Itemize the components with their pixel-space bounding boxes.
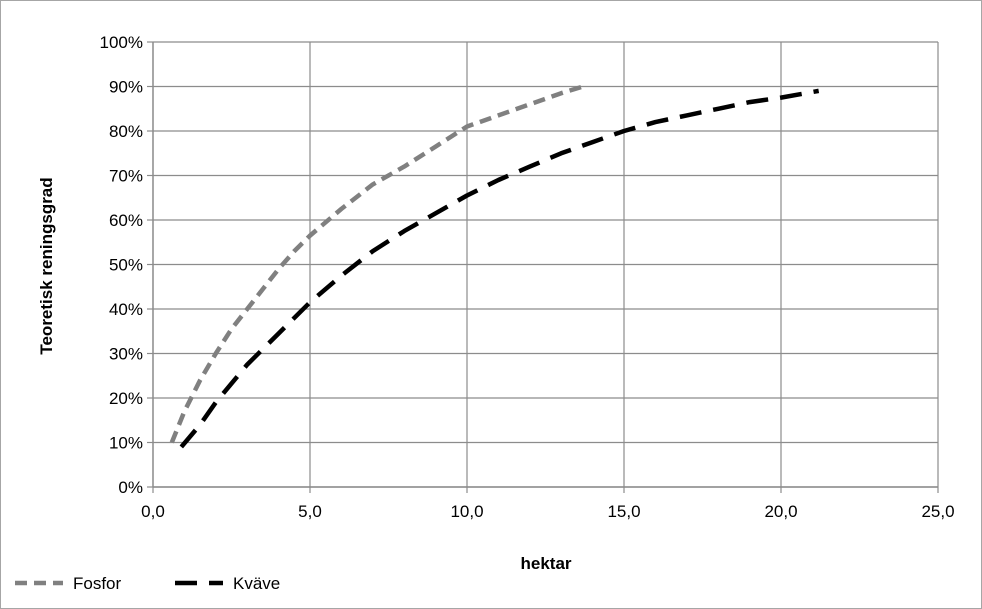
x-tick-label: 25,0: [921, 502, 954, 521]
y-tick-label: 80%: [109, 122, 143, 141]
x-tick-label: 10,0: [450, 502, 483, 521]
y-gridlines: [153, 41, 938, 488]
x-tick-label: 20,0: [764, 502, 797, 521]
y-tick-labels: 0% 10% 20% 30% 40% 50% 60% 70% 80% 90% 100%: [100, 33, 143, 497]
x-axis-title: hektar: [520, 554, 571, 573]
y-tick-label: 40%: [109, 300, 143, 319]
x-tick-labels: 0,0 5,0 10,0 15,0 20,0 25,0: [141, 502, 954, 521]
series-line-kväve: [179, 88, 820, 449]
series-layer: [169, 84, 820, 449]
x-tick-label: 15,0: [607, 502, 640, 521]
y-tick-label: 100%: [100, 33, 143, 52]
y-tick-label: 70%: [109, 167, 143, 186]
y-tick-label: 50%: [109, 256, 143, 275]
y-tick-label: 20%: [109, 389, 143, 408]
legend: Fosfor Kväve: [15, 574, 280, 593]
y-tick-label: 0%: [118, 478, 143, 497]
y-axis-title: Teoretisk reningsgrad: [37, 177, 56, 354]
legend-label-kväve: Kväve: [233, 574, 280, 593]
y-tick-label: 90%: [109, 78, 143, 97]
x-tick-label: 0,0: [141, 502, 165, 521]
series-line-fosfor: [169, 84, 584, 444]
y-tick-label: 60%: [109, 211, 143, 230]
x-tick-label: 5,0: [298, 502, 322, 521]
axes: [147, 41, 938, 488]
x-gridlines: [152, 42, 939, 493]
y-tick-label: 10%: [109, 434, 143, 453]
y-tick-label: 30%: [109, 345, 143, 364]
legend-label-fosfor: Fosfor: [73, 574, 122, 593]
